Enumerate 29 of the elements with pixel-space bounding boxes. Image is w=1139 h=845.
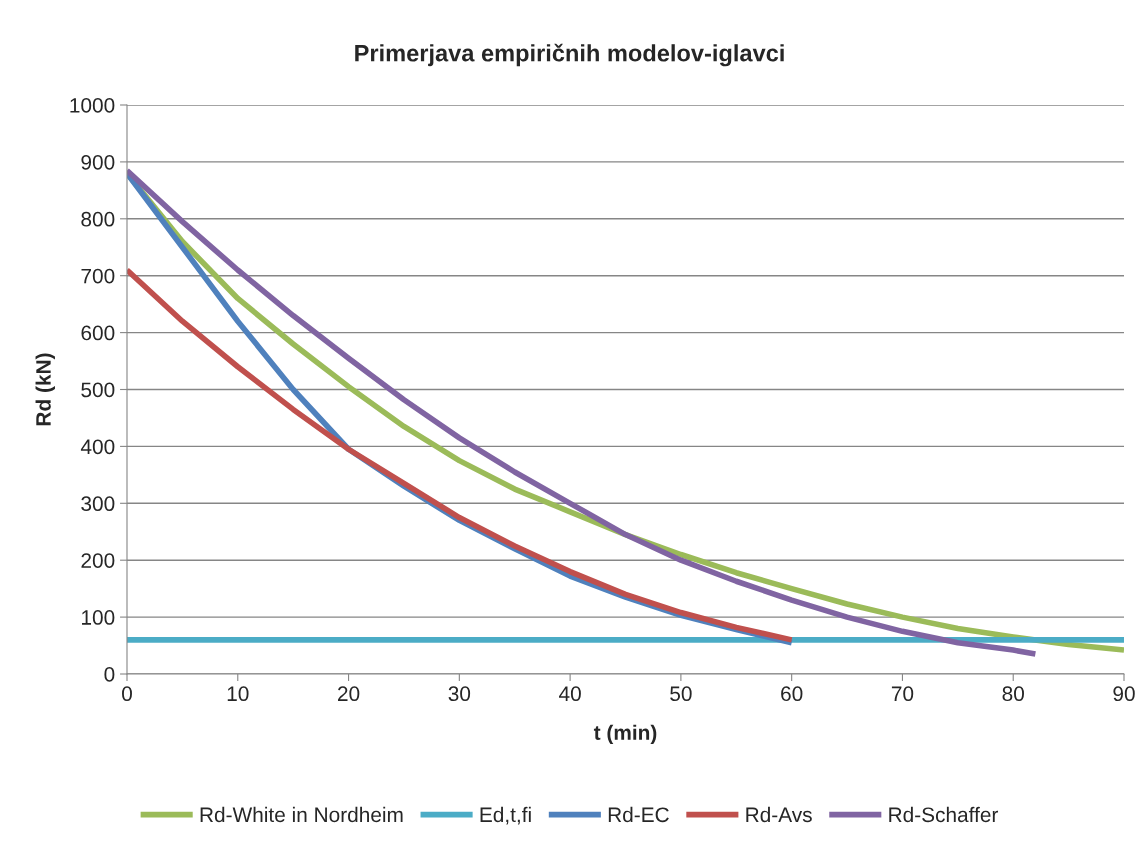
y-tick-label: 1000 [70,98,115,113]
y-tick-label: 500 [81,382,115,398]
y-tick-label: 100 [82,610,115,625]
x-tick-label: 50 [670,686,692,702]
legend-label: Ed,t,fi [480,806,531,825]
y-tick-label: 800 [81,211,115,227]
y-tick-label: 300 [81,496,115,512]
x-tick-label: 60 [781,686,803,702]
y-tick-label: 700 [81,268,115,284]
y-tick-label: 200 [81,553,115,568]
legend-label: Rd-Avs [746,806,812,823]
x-tick-label: 70 [891,686,914,702]
x-tick-label: 40 [559,686,581,702]
y-axis-title: Rd (kN) [35,353,55,426]
x-tick-label: 30 [448,686,471,702]
x-tick-label: 10 [227,686,249,702]
legend-label: Rd-EC [608,806,669,823]
x-tick-label: 0 [122,686,132,702]
y-tick-label: 900 [81,154,115,170]
y-tick-label: 600 [81,325,115,341]
legend-label: Rd-Schaffer [889,806,999,823]
chart-title: Primerjava empiričnih modelov-iglavci [355,43,784,67]
y-tick-label: 400 [80,439,115,455]
x-tick-label: 80 [1002,686,1024,702]
x-axis-title: t (min) [593,724,657,745]
y-tick-label: 0 [104,667,115,682]
legend-label: Rd-White in Nordheim [200,806,403,823]
x-tick-label: 90 [1113,686,1135,702]
x-tick-label: 20 [338,686,360,702]
